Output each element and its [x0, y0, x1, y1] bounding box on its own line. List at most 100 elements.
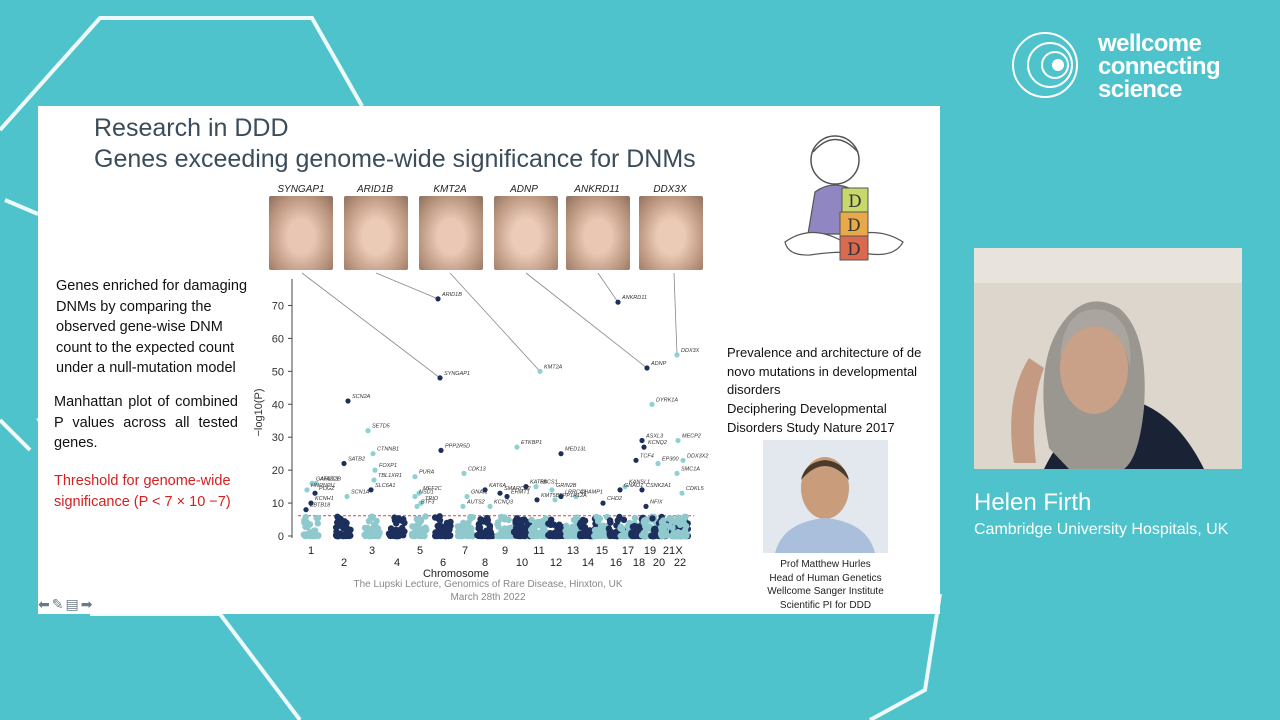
gene-point: [312, 490, 318, 496]
gene-point-label: ANKRD11: [621, 295, 647, 301]
background-point: [674, 514, 682, 521]
background-point: [436, 517, 444, 524]
background-point: [478, 516, 485, 524]
logo-line-3: science: [1098, 76, 1182, 103]
gene-point-label: SCN1A: [351, 490, 370, 496]
gene-point-label: SMARCA2: [504, 486, 531, 492]
gene-point: [438, 447, 444, 453]
gene-point-label: KAT6A: [489, 483, 506, 489]
gene-point-label: SLC6A1: [375, 483, 396, 489]
wellcome-logo-text: wellcome connecting science: [1098, 32, 1221, 103]
gene-point: [674, 352, 680, 358]
gene-point-label: AHDC1: [319, 476, 339, 482]
gene-point: [460, 503, 466, 509]
footer-line: March 28th 2022: [450, 592, 526, 603]
background-point: [641, 530, 648, 538]
gene-point: [412, 493, 418, 500]
gene-point-label: CHD2: [607, 496, 622, 502]
gene-point: [497, 490, 503, 496]
background-point: [596, 530, 603, 537]
pen-icon[interactable]: ✎: [51, 596, 64, 612]
gene-point-label: KMT2A: [544, 364, 563, 370]
background-point: [576, 521, 584, 528]
background-point: [657, 531, 665, 538]
gene-point-label: MECP2: [682, 434, 701, 440]
speaker-name: Helen Firth: [974, 489, 1092, 516]
speaker-webcam-video: [974, 248, 1242, 469]
wellcome-logo-icon: [1010, 30, 1080, 105]
menu-icon[interactable]: ▤: [65, 596, 79, 612]
background-point: [469, 514, 476, 521]
block-letter: D: [847, 240, 861, 260]
child-with-blocks-illustration: D D D: [784, 135, 904, 261]
background-point: [542, 515, 549, 522]
gene-point-label: NSD1: [419, 490, 434, 496]
background-point: [395, 532, 403, 540]
gene-point-label: ASXL3: [645, 434, 664, 440]
face-connector-line: [597, 272, 619, 303]
gene-point: [644, 365, 650, 371]
block-letter: D: [848, 192, 862, 212]
gene-point: [679, 490, 685, 496]
background-point: [364, 527, 371, 535]
background-point: [476, 524, 484, 531]
x-tick-label: 12: [550, 557, 562, 569]
y-tick-label: 20: [272, 465, 284, 477]
gene-point-label: EP300: [662, 457, 679, 463]
x-tick-label: 18: [633, 557, 645, 569]
background-points: [300, 513, 691, 540]
background-point: [593, 513, 600, 521]
background-point: [577, 532, 584, 539]
gene-point-label: TRIO: [425, 496, 439, 502]
gene-point-label: ADNP: [650, 361, 667, 367]
background-point: [521, 532, 528, 540]
background-point: [619, 532, 626, 540]
y-tick-label: 50: [272, 366, 284, 378]
gene-point-label: BTF3: [421, 499, 435, 505]
background-point: [649, 515, 656, 522]
y-axis-label: −log10(P): [253, 388, 265, 436]
gene-point: [622, 484, 628, 490]
gene-point: [514, 444, 520, 450]
gene-point: [414, 503, 420, 509]
background-point: [305, 531, 312, 539]
background-point: [562, 528, 570, 535]
gene-point: [549, 487, 555, 493]
x-tick-label: 2: [341, 557, 347, 569]
background-point: [314, 520, 321, 527]
speaker-affiliation: Cambridge University Hospitals, UK: [974, 521, 1229, 538]
background-point: [478, 532, 485, 540]
x-tick-label: 9: [502, 545, 508, 557]
background-point: [333, 528, 340, 535]
gene-point: [416, 490, 422, 496]
background-point: [632, 531, 639, 538]
face-connector-line: [525, 272, 648, 369]
background-point: [458, 532, 465, 540]
previous-slide-icon[interactable]: ⬅: [38, 596, 50, 612]
gene-point: [558, 451, 564, 457]
background-point: [393, 520, 400, 527]
background-point: [484, 516, 491, 524]
background-point: [304, 523, 311, 531]
next-slide-icon[interactable]: ➡: [80, 596, 93, 612]
gene-point-label: TBL1XR1: [378, 473, 402, 479]
background-point: [447, 518, 454, 526]
background-point: [441, 523, 448, 531]
slide-footer: The Lupski Lecture, Genomics of Rare Dis…: [338, 578, 638, 604]
background-point: [438, 532, 445, 539]
background-point: [469, 532, 476, 540]
gene-point: [464, 493, 470, 500]
x-tick-label: X: [675, 545, 683, 557]
background-point: [606, 517, 614, 524]
gene-point: [633, 457, 639, 463]
face-label: ARID1B: [356, 184, 394, 195]
gene-point-label: DDX3X: [681, 348, 700, 354]
x-tick-label: 6: [440, 557, 446, 569]
gene-point-label: HNRNPU: [311, 483, 335, 489]
background-point: [334, 518, 342, 525]
background-point: [365, 518, 373, 525]
slide-title: Research in DDD: [94, 114, 289, 142]
gene-point: [675, 437, 681, 444]
gene-point-label: CDKL5: [686, 486, 705, 492]
gene-point: [617, 487, 623, 493]
